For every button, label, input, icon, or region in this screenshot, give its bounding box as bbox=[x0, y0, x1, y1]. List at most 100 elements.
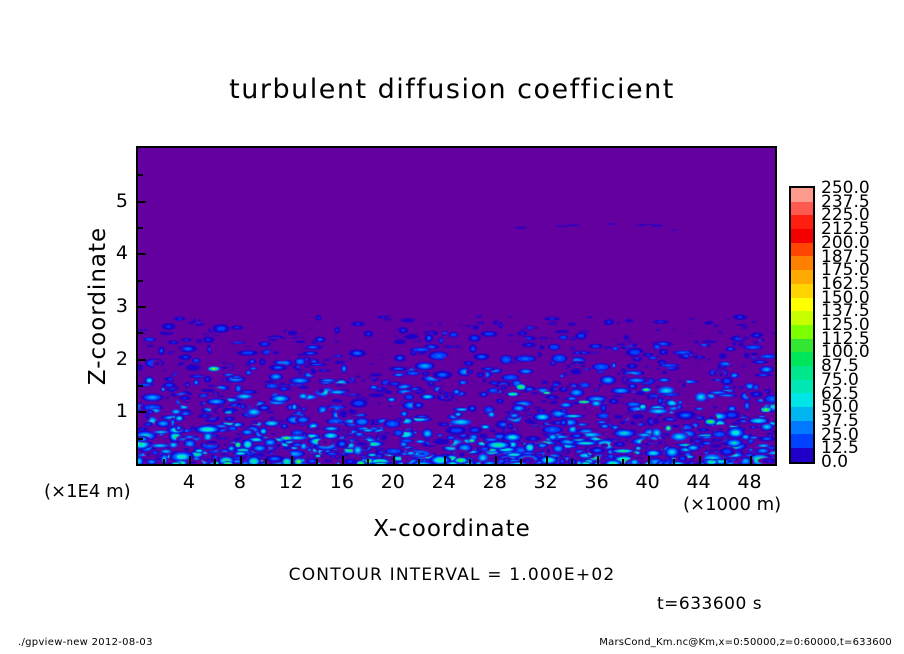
colorbar-tick-label: 0.0 bbox=[821, 452, 849, 472]
x-axis-tick bbox=[622, 459, 625, 464]
y-axis-tick-label: 5 bbox=[115, 189, 128, 212]
x-axis-tick bbox=[724, 459, 727, 464]
x-axis-tick bbox=[316, 459, 319, 464]
colorbar-band bbox=[791, 215, 813, 230]
colorbar-band bbox=[791, 188, 813, 202]
colorbar-tick-label: 212.5 bbox=[821, 219, 870, 240]
x-axis-tick bbox=[571, 459, 574, 464]
contour-interval-label: CONTOUR INTERVAL = 1.000E+02 bbox=[288, 565, 616, 585]
colorbar-band bbox=[791, 420, 813, 435]
colorbar-tick-label: 87.5 bbox=[821, 356, 859, 377]
colorbar-band bbox=[791, 338, 813, 353]
colorbar-tick-label: 187.5 bbox=[821, 246, 870, 267]
contour-plot-area bbox=[136, 146, 777, 466]
x-axis-tick bbox=[673, 459, 676, 464]
y-axis-tick-label: 3 bbox=[115, 295, 128, 317]
colorbar-band bbox=[791, 201, 813, 216]
y-axis-title: Z-coordinate bbox=[85, 226, 111, 386]
footer-source-label: MarsCond_Km.nc@Km,x=0:50000,z=0:60000,t=… bbox=[599, 637, 892, 648]
colorbar-tick-label: 112.5 bbox=[821, 328, 870, 349]
y-axis-tick-label: 2 bbox=[115, 347, 128, 370]
x-axis-tick-label: 48 bbox=[737, 471, 762, 493]
colorbar-band bbox=[791, 256, 813, 271]
y-axis-tick bbox=[138, 358, 146, 361]
colorbar-band bbox=[791, 407, 813, 421]
colorbar-tick-label: 12.5 bbox=[821, 438, 859, 459]
colorbar-tick-label: 237.5 bbox=[821, 191, 870, 212]
x-axis-tick bbox=[443, 456, 446, 464]
y-axis-unit: (×1E4 m) bbox=[44, 481, 131, 502]
x-axis-unit: (×1000 m) bbox=[683, 494, 782, 515]
colorbar-band bbox=[791, 297, 813, 312]
colorbar-tick-label: 150.0 bbox=[821, 287, 870, 308]
y-axis-tick bbox=[138, 332, 143, 335]
colorbar-tick-label: 200.0 bbox=[821, 232, 870, 253]
x-axis-tick bbox=[418, 459, 421, 464]
y-axis-tick-label: 1 bbox=[115, 400, 128, 423]
colorbar-band bbox=[791, 324, 813, 339]
x-axis-tick-label: 8 bbox=[233, 471, 246, 493]
x-axis-tick-label: 32 bbox=[533, 471, 558, 493]
colorbar bbox=[789, 186, 815, 464]
x-axis-tick bbox=[265, 459, 268, 464]
y-axis-tick bbox=[138, 411, 146, 414]
x-axis-tick-label: 16 bbox=[329, 471, 354, 493]
x-axis-tick bbox=[749, 456, 752, 464]
y-axis-tick bbox=[138, 253, 146, 256]
colorbar-band bbox=[791, 434, 813, 449]
colorbar-tick-label: 250.0 bbox=[821, 178, 870, 198]
contour-field-canvas bbox=[138, 148, 775, 464]
x-axis-tick-label: 28 bbox=[482, 471, 507, 493]
x-axis-tick bbox=[341, 456, 344, 464]
x-axis-tick-label: 4 bbox=[182, 471, 195, 493]
x-axis-title: X-coordinate bbox=[373, 516, 531, 542]
x-axis-tick-label: 20 bbox=[380, 471, 405, 493]
x-axis-tick bbox=[520, 459, 523, 464]
x-axis-tick bbox=[698, 456, 701, 464]
colorbar-band bbox=[791, 379, 813, 394]
colorbar-tick-label: 50.0 bbox=[821, 397, 859, 418]
x-axis-tick bbox=[647, 456, 650, 464]
colorbar-tick-label: 25.0 bbox=[821, 424, 859, 445]
colorbar-tick-label: 137.5 bbox=[821, 301, 870, 322]
y-axis-tick-label: 4 bbox=[115, 242, 128, 265]
x-axis-tick bbox=[596, 456, 599, 464]
colorbar-band bbox=[791, 448, 813, 462]
colorbar-tick-label: 175.0 bbox=[821, 260, 870, 281]
x-axis-tick bbox=[545, 456, 548, 464]
x-axis-tick-label: 36 bbox=[584, 471, 609, 493]
time-stamp-label: t=633600 s bbox=[657, 594, 763, 614]
x-axis-tick bbox=[214, 459, 217, 464]
colorbar-band bbox=[791, 270, 813, 284]
x-axis-tick bbox=[392, 456, 395, 464]
colorbar-band bbox=[791, 283, 813, 298]
y-axis-tick bbox=[138, 437, 143, 440]
colorbar-tick-label: 75.0 bbox=[821, 369, 859, 390]
x-axis-tick bbox=[239, 456, 242, 464]
y-axis-tick bbox=[138, 200, 146, 203]
x-axis-tick bbox=[494, 456, 497, 464]
y-axis-tick bbox=[138, 306, 146, 308]
colorbar-band bbox=[791, 393, 813, 407]
colorbar-tick-label: 125.0 bbox=[821, 315, 870, 335]
x-axis-tick bbox=[188, 456, 191, 464]
x-axis-tick bbox=[469, 459, 472, 464]
colorbar-band bbox=[791, 242, 813, 257]
x-axis-tick-label: 40 bbox=[635, 471, 660, 493]
chart-title: turbulent diffusion coefficient bbox=[229, 74, 675, 105]
colorbar-tick-label: 162.5 bbox=[821, 273, 870, 294]
x-axis-tick-label: 24 bbox=[431, 471, 456, 493]
colorbar-tick-label: 100.0 bbox=[821, 342, 870, 363]
x-axis-tick bbox=[290, 456, 293, 464]
colorbar-band bbox=[791, 311, 813, 325]
x-axis-tick-label: 12 bbox=[278, 471, 303, 493]
x-axis-tick-label: 44 bbox=[686, 471, 711, 493]
y-axis-tick bbox=[138, 385, 143, 387]
x-axis-tick bbox=[163, 459, 166, 464]
x-axis-tick bbox=[367, 459, 370, 464]
colorbar-band bbox=[791, 229, 813, 243]
colorbar-tick-label: 225.0 bbox=[821, 205, 870, 226]
colorbar-tick-label: 62.5 bbox=[821, 383, 859, 404]
footer-command-label: ./gpview-new 2012-08-03 bbox=[18, 637, 153, 648]
y-axis-tick bbox=[138, 227, 143, 229]
